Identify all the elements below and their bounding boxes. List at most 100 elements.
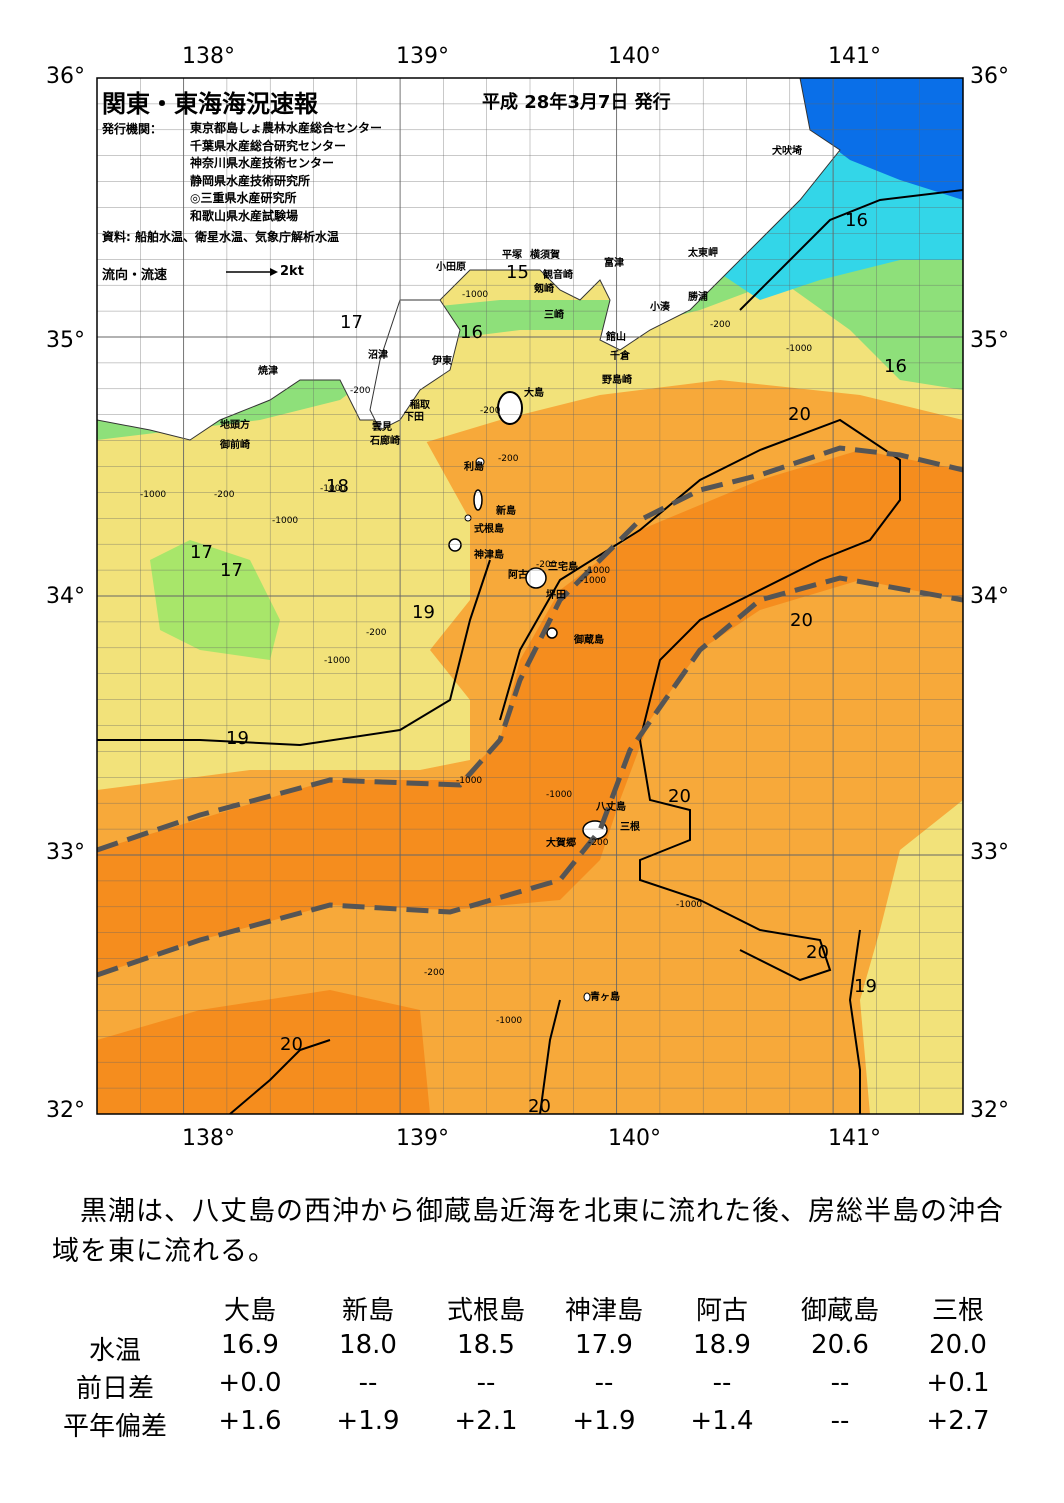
land-izu-peninsula <box>369 299 461 431</box>
station-header: 阿古 <box>695 1296 748 1326</box>
yellow-zone-west <box>97 430 470 790</box>
depth-label: -1000 <box>546 790 573 800</box>
place-label: 御前崎 <box>220 440 250 451</box>
cold-water-ne <box>800 78 963 200</box>
latitude-label: 33° <box>46 840 85 865</box>
table-cell: +1.9 <box>572 1406 636 1436</box>
isotherm-20-north <box>499 418 901 982</box>
agency-item: 静岡県水産技術研究所 <box>190 173 311 188</box>
table-cell: +0.1 <box>926 1368 990 1398</box>
table-cell: +2.7 <box>926 1406 990 1436</box>
place-label: 阿古 <box>508 570 528 581</box>
table-cell: -- <box>594 1368 614 1398</box>
place-label: 下田 <box>404 412 424 423</box>
latitude-label: 35° <box>46 328 85 353</box>
table-cell: -- <box>358 1368 378 1398</box>
depth-label: -1000 <box>496 1016 523 1026</box>
latitude-label: 33° <box>970 840 1009 865</box>
kuroshio-axis <box>97 445 963 978</box>
isotherm-label: 19 <box>854 976 877 997</box>
place-label: 剱崎 <box>534 284 554 295</box>
place-label: 坪田 <box>546 590 566 601</box>
legend-speed: 2kt <box>280 264 304 279</box>
longitude-label: 138° <box>182 44 235 69</box>
agency-item: 東京都島しょ農林水産総合センター <box>190 121 383 135</box>
table-cell: +2.1 <box>454 1406 518 1436</box>
place-label: 雲見 <box>372 422 392 433</box>
depth-label: -200 <box>214 490 235 500</box>
depth-label: -1000 <box>140 490 167 500</box>
place-label: 観音崎 <box>543 270 573 281</box>
place-label: 伊東 <box>432 356 452 367</box>
place-label: 大賀郷 <box>546 838 576 849</box>
place-label: 小湊 <box>650 302 670 313</box>
depth-label: -200 <box>498 454 519 464</box>
longitude-label: 139° <box>396 44 449 69</box>
island-shikinejima <box>464 514 472 522</box>
island-miyakejima <box>525 567 547 589</box>
longitude-label: 140° <box>608 1126 661 1151</box>
table-cell: +1.9 <box>336 1406 400 1436</box>
place-label: 平塚 <box>502 250 522 261</box>
isotherm-label: 15 <box>506 262 529 283</box>
station-header: 大島 <box>223 1296 276 1326</box>
isotherm-label: 18 <box>326 476 349 497</box>
longitude-label: 138° <box>182 1126 235 1151</box>
place-label: 御蔵島 <box>574 635 604 646</box>
isotherm-label: 19 <box>226 728 249 749</box>
isotherm-label: 20 <box>788 404 811 425</box>
land-kanto <box>97 78 841 441</box>
depth-label: -1000 <box>324 656 351 666</box>
island-oshima <box>497 391 523 425</box>
isotherm-label: 16 <box>845 210 868 231</box>
kuroshio-north-path <box>97 445 963 853</box>
table-cell: +1.4 <box>690 1406 754 1436</box>
place-label: 野島崎 <box>602 375 632 386</box>
row-label: 平年偏差 <box>62 1412 167 1442</box>
isotherm-19 <box>97 559 491 747</box>
table-cell: -- <box>830 1368 850 1398</box>
island-aogashima <box>583 992 591 1002</box>
depth-label: -1000 <box>676 900 703 910</box>
summary-text: 黒潮は、八丈島の西沖から御蔵島近海を北東に流れた後、房総半島の沖合域を東に流れる… <box>52 1196 1004 1267</box>
place-label: 太東岬 <box>688 248 718 259</box>
place-label: 千倉 <box>610 351 630 362</box>
station-header: 新島 <box>341 1296 394 1326</box>
longitude-label: 140° <box>608 44 661 69</box>
table-cell: 18.9 <box>693 1330 751 1360</box>
place-label: 犬吠埼 <box>772 146 802 157</box>
latitude-label: 34° <box>970 584 1009 609</box>
table-cell: -- <box>712 1368 732 1398</box>
isotherm-19-east <box>848 929 861 1114</box>
yellow-zone-east <box>860 800 963 1114</box>
grid <box>97 78 963 1114</box>
southern-warm-patch <box>97 990 430 1114</box>
place-label: 地頭方 <box>220 420 250 431</box>
depth-label: -200 <box>588 838 609 848</box>
longitude-label: 139° <box>396 1126 449 1151</box>
place-label: 神津島 <box>474 550 504 561</box>
station-header: 三根 <box>931 1296 984 1326</box>
place-label: 三宅島 <box>548 562 578 573</box>
place-label: 焼津 <box>258 366 278 377</box>
place-label: 勝浦 <box>688 292 708 303</box>
station-header: 御蔵島 <box>800 1296 879 1326</box>
depth-label: -1000 <box>456 776 483 786</box>
isotherm-20-bottom <box>539 999 561 1114</box>
place-label: 沼津 <box>368 350 388 361</box>
depth-label: -1000 <box>320 484 347 494</box>
table-cell: +0.0 <box>218 1368 282 1398</box>
kuroshio-south-path <box>97 575 963 978</box>
island-toshima <box>475 457 485 467</box>
island-mikurajima <box>546 627 558 639</box>
table-cell: -- <box>830 1406 850 1436</box>
place-label: 三根 <box>620 822 640 833</box>
place-label: 式根島 <box>474 524 504 535</box>
legend-label: 流向・流速 <box>102 268 168 283</box>
depth-label: -200 <box>710 320 731 330</box>
isotherm-label: 16 <box>884 356 907 377</box>
isotherm-label: 17 <box>190 542 213 563</box>
table-cell: 18.0 <box>339 1330 397 1360</box>
issue-date: 平成 28年3月7日 発行 <box>482 92 671 113</box>
isotherm-label: 20 <box>790 610 813 631</box>
